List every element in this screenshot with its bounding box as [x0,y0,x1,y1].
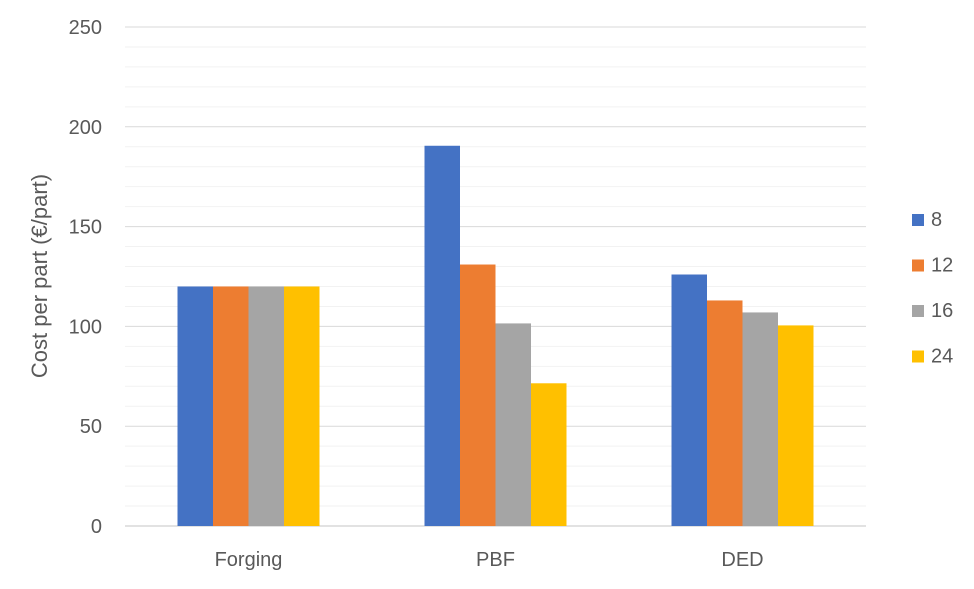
bar-pbf-12 [460,264,496,526]
bar-ded-16 [742,312,778,526]
x-tick-label: PBF [476,549,515,571]
legend-label: 12 [931,255,953,277]
bars [177,145,814,526]
legend-label: 24 [931,346,953,368]
legend-swatch [912,305,924,317]
legend-swatch [912,259,924,272]
bar-forging-8 [177,286,213,526]
legend-label: 16 [931,300,953,322]
bar-pbf-24 [531,383,567,526]
bar-ded-24 [778,325,814,526]
y-tick-label: 0 [91,516,102,538]
y-tick-label: 50 [80,416,102,438]
bar-ded-12 [707,300,743,526]
bar-forging-16 [248,286,284,526]
y-tick-label: 200 [69,117,102,139]
bar-pbf-16 [495,323,531,526]
legend-label: 8 [931,209,942,231]
legend-swatch [912,214,924,226]
bar-ded-8 [671,274,707,526]
bar-forging-12 [213,286,249,526]
x-tick-label: Forging [215,549,283,571]
legend: 8 12 16 24 [912,209,953,368]
y-tick-label: 150 [69,217,102,239]
y-axis-title: Cost per part (€/part) [27,174,52,378]
labels: Cost per part (€/part) 0 50 100 150 200 250 Fo… [27,17,764,571]
y-tick-label: 100 [69,316,102,338]
legend-swatch [912,350,924,363]
bar-pbf-8 [424,145,460,526]
bar-forging-24 [284,286,320,526]
y-tick-label: 250 [69,17,102,39]
x-tick-label: DED [721,549,763,571]
